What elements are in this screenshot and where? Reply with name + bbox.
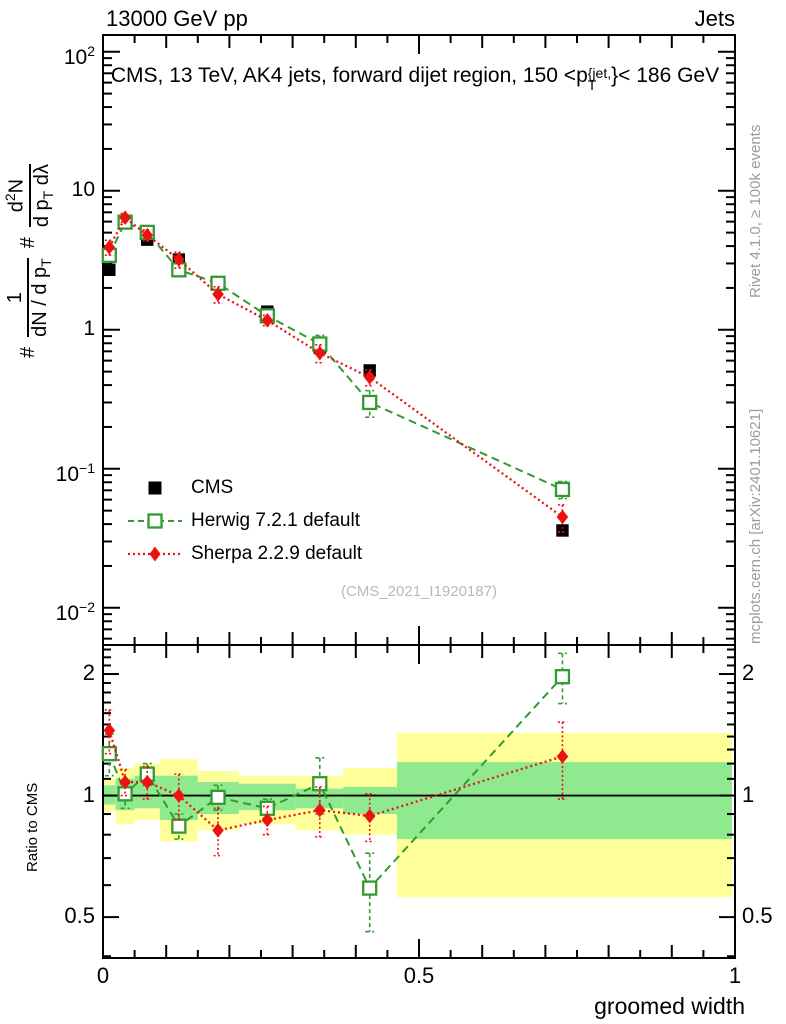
sherpa-marker-icon [128,546,182,561]
ylabel-hash-1: # [17,346,40,358]
legend-item-sherpa: Sherpa 2.2.9 default [128,537,362,570]
plot-title-pre: CMS, 13 TeV, AK4 jets, forward dijet reg… [110,64,588,87]
analysis-group-label: Jets [694,6,735,31]
main-ytick-label: 1 [83,316,95,340]
x-axis-label: groomed width [594,993,745,1019]
plot-title-sup: {jet, [587,65,612,81]
cms-marker-icon [148,481,162,494]
main-series [101,210,571,537]
ratio-ytick-label-right: 0.5 [742,903,773,929]
legend: CMS Herwig 7.2.1 default Sherpa 2.2.9 de… [128,471,362,570]
plot-title-sub: T [587,77,597,93]
legend-label-cms: CMS [191,476,234,498]
legend-label-sherpa: Sherpa 2.2.9 default [191,542,363,564]
rivet-version-label: Rivet 4.1.0, ≥ 100k events [747,124,764,298]
ratio-ytick-label-left: 1 [82,781,95,807]
legend-item-cms: CMS [128,471,362,504]
ratio-ytick-label-left: 0.5 [64,903,95,929]
xtick-label: 0.5 [403,963,435,988]
plot-title: CMS, 13 TeV, AK4 jets, forward dijet reg… [59,62,771,92]
green-band [295,788,344,809]
ratio-ytick-label-right: 1 [742,781,755,807]
ratio-ytick-label-right: 2 [742,660,755,686]
ylabel-hash-2: # [17,237,40,249]
ratio-series [101,652,571,933]
cms-uncertainty-bands [103,732,732,898]
legend-label-herwig: Herwig 7.2.1 default [191,509,360,531]
beam-energy-label: 13000 GeV pp [106,6,248,31]
xtick-label: 0 [96,963,110,988]
axes [102,34,736,959]
main-ytick-label: 10 [71,177,95,201]
analysis-id-watermark: (CMS_2021_I1920187) [341,583,497,600]
main-series-sherpa [103,210,569,533]
green-band [396,762,732,840]
ratio-series-sherpa [103,709,569,857]
main-ytick-label: 102 [63,42,95,69]
main-ytick-label: 10−2 [55,598,95,625]
plot-title-post: }< 186 GeV [611,64,720,87]
ratio-ytick-label-left: 2 [82,660,95,686]
main-ytick-label: 10−1 [55,459,95,486]
plot-title-supsub: {jet, T [587,65,612,93]
herwig-marker-icon [128,512,182,529]
xtick-label: 1 [728,963,742,988]
legend-item-herwig: Herwig 7.2.1 default [128,504,362,537]
mcplots-reference-label: mcplots.cern.ch [arXiv:2401.10621] [747,408,764,644]
